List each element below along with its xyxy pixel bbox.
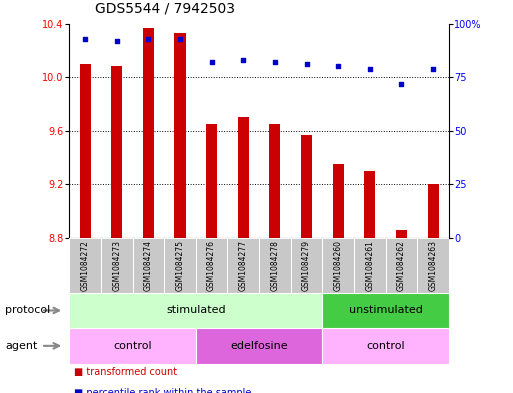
Bar [196,238,227,293]
Bar [396,230,407,238]
Text: GDS5544 / 7942503: GDS5544 / 7942503 [95,2,235,16]
Text: GSM1084273: GSM1084273 [112,240,121,291]
Text: control: control [113,341,152,351]
Point [302,61,310,68]
Text: protocol: protocol [5,305,50,316]
Bar [69,293,322,328]
Point [334,63,342,70]
Text: GSM1084277: GSM1084277 [239,240,248,291]
Bar [164,238,196,293]
Text: ■ transformed count: ■ transformed count [74,367,177,377]
Bar [364,171,376,238]
Text: ■ percentile rank within the sample: ■ percentile rank within the sample [74,387,252,393]
Point [113,38,121,44]
Bar [111,66,122,238]
Bar [427,184,439,238]
Point [81,35,89,42]
Bar [354,238,386,293]
Text: GSM1084276: GSM1084276 [207,240,216,291]
Bar [206,124,217,238]
Text: stimulated: stimulated [166,305,226,316]
Bar [69,328,196,364]
Bar [386,238,417,293]
Text: agent: agent [5,341,37,351]
Text: edelfosine: edelfosine [230,341,288,351]
Bar [238,117,249,238]
Text: control: control [366,341,405,351]
Bar [196,328,322,364]
Bar [143,28,154,238]
Text: GSM1084278: GSM1084278 [270,240,280,291]
Point [271,59,279,65]
Text: GSM1084263: GSM1084263 [428,240,438,291]
Bar [417,238,449,293]
Bar [322,293,449,328]
Bar [174,33,186,238]
Point [239,57,247,63]
Text: GSM1084279: GSM1084279 [302,240,311,291]
Bar [227,238,259,293]
Bar [291,238,322,293]
Bar [69,238,101,293]
Point [429,65,437,72]
Text: GSM1084261: GSM1084261 [365,240,374,291]
Bar [132,238,164,293]
Bar [322,238,354,293]
Bar [80,64,91,238]
Bar [259,238,291,293]
Text: GSM1084274: GSM1084274 [144,240,153,291]
Point [144,35,152,42]
Bar [322,328,449,364]
Text: GSM1084272: GSM1084272 [81,240,90,291]
Point [207,59,215,65]
Text: unstimulated: unstimulated [349,305,423,316]
Point [366,65,374,72]
Bar [301,135,312,238]
Point [397,81,405,87]
Bar [269,124,281,238]
Bar [332,164,344,238]
Text: GSM1084262: GSM1084262 [397,240,406,291]
Text: GSM1084260: GSM1084260 [333,240,343,291]
Text: GSM1084275: GSM1084275 [175,240,185,291]
Bar [101,238,132,293]
Point [176,35,184,42]
